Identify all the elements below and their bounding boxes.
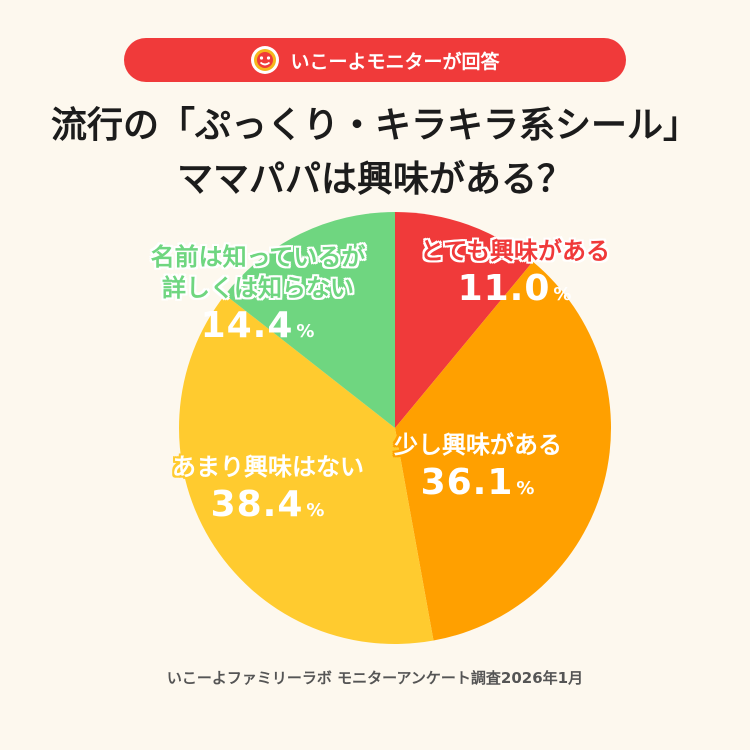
chart-title-line-2: ママパパは興味がある？ (176, 159, 573, 200)
slice-label-line: とても興味がある (419, 237, 611, 265)
slice-label-name: 名前は知っているが 詳しくは知らない (108, 242, 408, 304)
slice-label-line: 少し興味がある (394, 431, 562, 459)
slice-value: 38.4% (138, 483, 398, 533)
slice-value-unit: % (296, 321, 316, 342)
slice-label: 名前は知っているが 詳しくは知らない 14.4% (108, 242, 408, 354)
slice-value-number: 14.4 (200, 305, 294, 346)
slice-value-number: 38.4 (210, 484, 304, 525)
slice-label: 少し興味がある 36.1% (368, 430, 588, 511)
chart-title-line-1: 流行の「ぷっくり・キラキラ系シール」 (50, 105, 699, 146)
slice-label-line: 名前は知っているが (150, 243, 366, 271)
slice-value: 36.1% (368, 461, 588, 511)
pie-slice (395, 261, 611, 641)
slice-value: 11.0% (385, 267, 645, 317)
slice-label: とても興味がある 11.0% (385, 236, 645, 317)
slice-label-name: とても興味がある (385, 236, 645, 267)
slice-label-line: 詳しくは知らない (162, 274, 354, 302)
slice-value-unit: % (553, 284, 573, 305)
slice-value-number: 11.0 (457, 268, 551, 309)
pie-slice (179, 294, 434, 644)
ikoyo-logo-icon (251, 46, 280, 74)
slice-label: あまり興味はない 38.4% (138, 452, 398, 533)
pie-slice (395, 212, 533, 428)
slice-value-unit: % (516, 478, 536, 499)
pie-slice (225, 212, 395, 428)
slice-label-name: あまり興味はない (138, 452, 398, 483)
slice-value: 14.4% (108, 304, 408, 354)
respondent-badge: いこーよモニターが回答 (124, 38, 626, 82)
slice-label-name: 少し興味がある (368, 430, 588, 461)
badge-text: いこーよモニターが回答 (290, 50, 500, 73)
slice-value-number: 36.1 (420, 462, 514, 503)
slice-value-unit: % (306, 500, 326, 521)
source-note: いこーよファミリーラボ モニターアンケート調査2026年1月 (166, 669, 584, 687)
slice-label-line: あまり興味はない (172, 453, 364, 481)
